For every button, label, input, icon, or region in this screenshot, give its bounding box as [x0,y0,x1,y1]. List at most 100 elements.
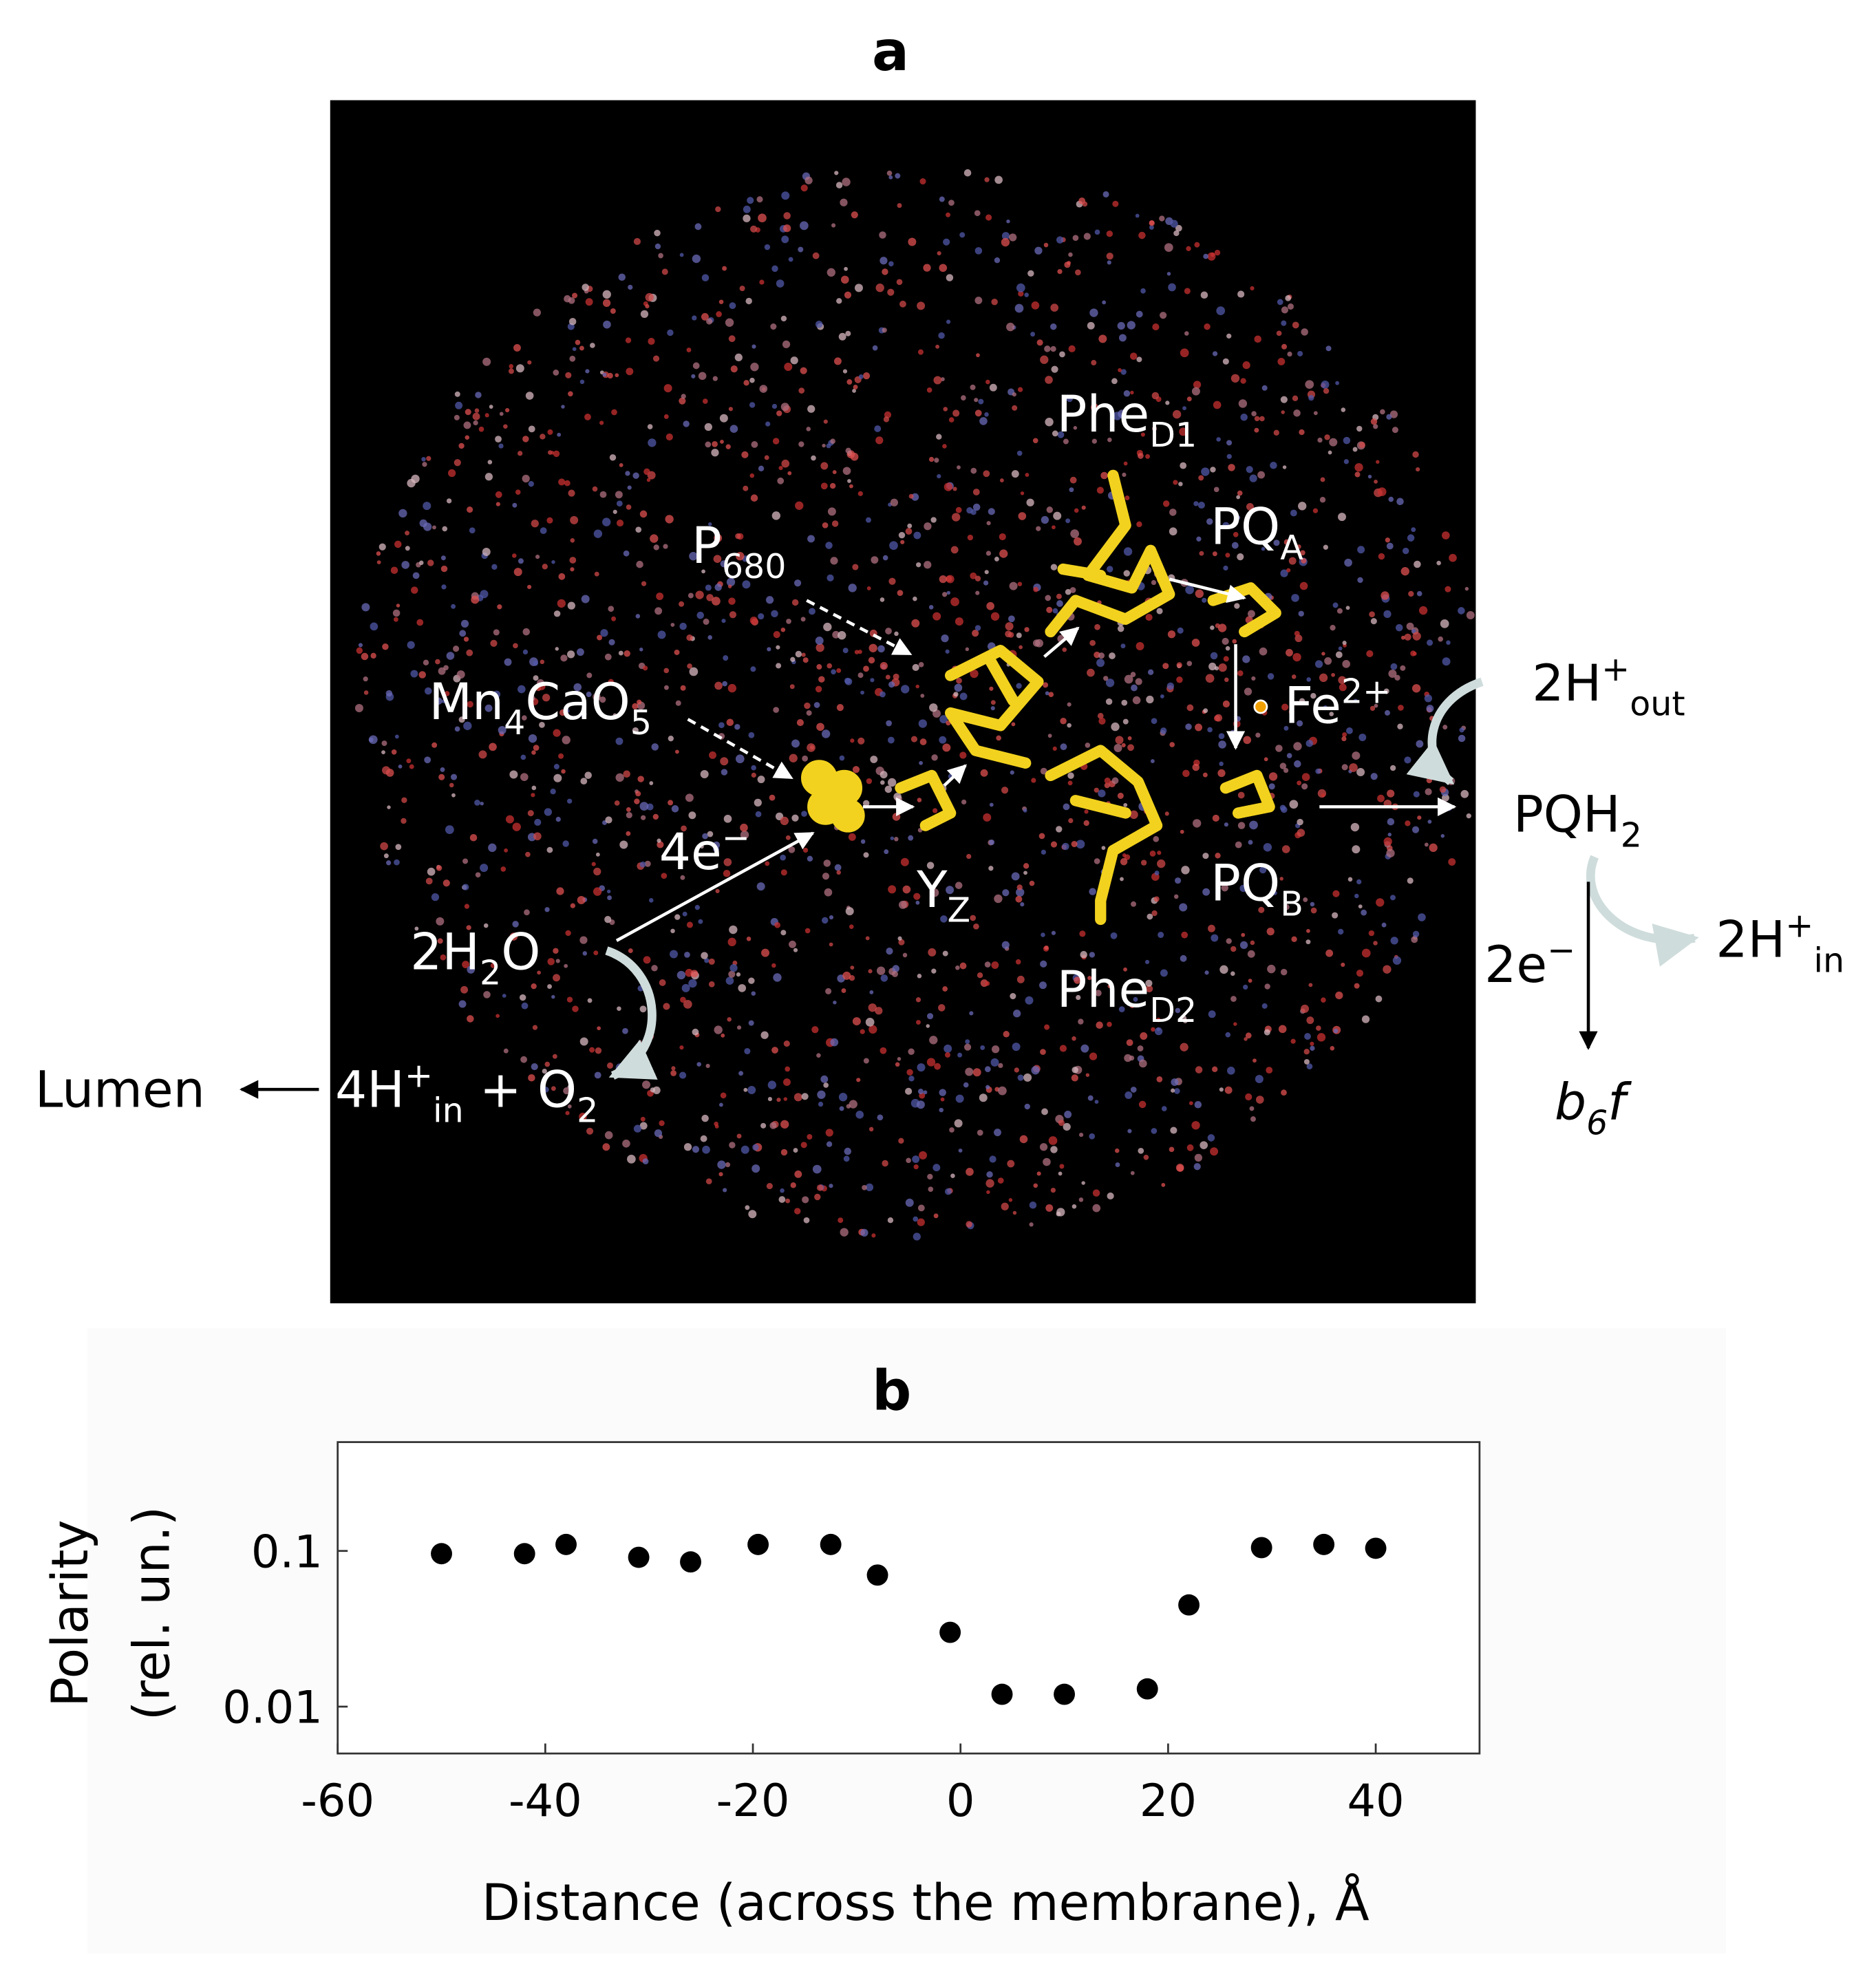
atom [740,823,748,832]
atom [725,1162,731,1168]
atom [463,721,472,730]
atom [1310,693,1317,699]
atom [954,683,963,692]
atom [959,962,967,970]
atom [1333,1028,1339,1034]
atom [668,735,674,742]
atom [1046,606,1053,613]
atom [795,501,804,510]
atom [1050,345,1056,352]
atom [1305,939,1311,945]
atom [356,647,363,654]
atom [1206,518,1213,525]
atom [649,781,654,785]
atom [422,462,427,467]
atom [1045,691,1049,696]
atom [1110,932,1118,939]
atom [567,601,575,610]
atom [405,546,410,551]
atom [1264,983,1270,990]
atom [1264,1029,1270,1036]
atom [454,459,461,467]
atom [1244,1037,1248,1041]
atom [1133,996,1138,1002]
atom [811,1026,819,1034]
atom [994,556,999,562]
atom [1402,547,1409,555]
atom [689,667,699,676]
atom [1338,646,1343,651]
atom [1171,1078,1179,1087]
atom [820,482,828,490]
atom [913,1216,919,1222]
atom [1270,461,1277,469]
atom [1283,904,1290,910]
atom [632,703,639,709]
atom [1025,473,1030,477]
atom [705,441,712,448]
atom [927,1173,933,1180]
atom [495,436,502,443]
atom [1176,662,1182,668]
atom [462,884,469,890]
atom [441,699,446,703]
atom [394,859,400,866]
atom [707,522,712,526]
atom [663,414,669,419]
atom [1352,751,1361,760]
x-tick-label: 40 [1347,1775,1404,1827]
atom [1056,1211,1061,1217]
atom [473,420,478,426]
atom [704,423,712,431]
atom [536,679,544,687]
atom [1059,1045,1067,1052]
atom [1140,1032,1148,1040]
atom [725,318,734,327]
atom [838,631,846,640]
atom [702,398,708,404]
atom [1045,376,1053,384]
atom [1007,1160,1015,1168]
atom [615,773,624,782]
atom [540,527,547,535]
atom [972,489,980,495]
atom [1078,1018,1084,1025]
atom [1046,506,1054,513]
atom [729,425,738,434]
atom [395,844,402,851]
atom [974,625,981,631]
atom [800,617,806,622]
atom [952,487,957,491]
atom [1139,1059,1147,1068]
atom [788,257,793,262]
atom [1254,427,1259,433]
atom [722,681,727,687]
atom [877,1114,884,1121]
atom [440,954,447,961]
atom [1259,416,1265,422]
atom [1268,772,1278,781]
atom [1405,820,1411,826]
atom [1052,430,1058,437]
atom [1291,936,1297,943]
atom [446,652,455,660]
atom [1050,303,1059,312]
atom [967,534,974,541]
atom [989,383,997,392]
atom [1224,677,1229,683]
y-axis-label: (rel. un.) [123,1506,181,1720]
atom [478,426,484,432]
atom [1052,746,1057,751]
point [513,1543,535,1565]
atom [1087,668,1095,677]
atom [784,363,793,372]
atom [1356,768,1365,777]
atom [1114,1148,1120,1153]
atom [1136,356,1142,363]
atom [542,694,551,702]
atom [618,650,623,656]
atom [774,921,781,928]
atom [1173,894,1179,899]
atom [1173,1088,1180,1094]
atom [505,815,514,824]
